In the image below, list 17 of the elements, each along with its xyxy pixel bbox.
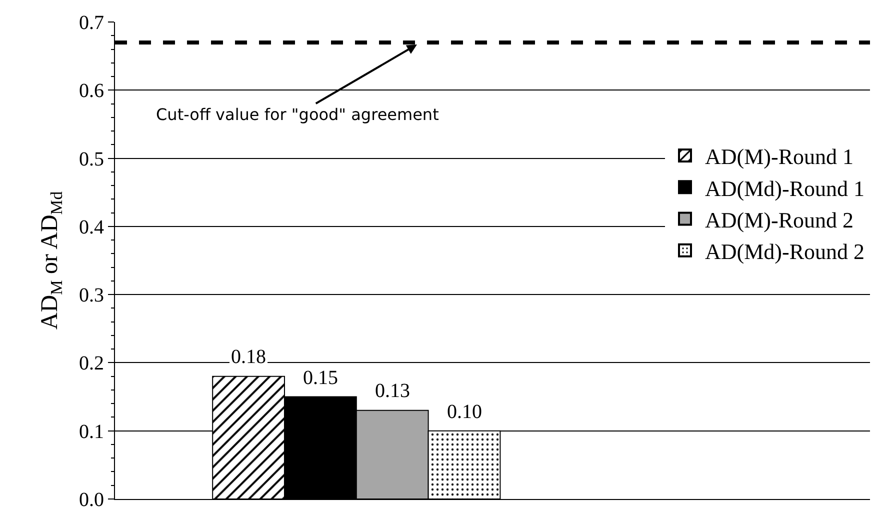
y-tick-label: 0.4 (79, 216, 104, 238)
legend-label: AD(Md)-Round 1 (705, 176, 864, 201)
data-label: 0.15 (303, 367, 338, 389)
data-label: 0.18 (231, 346, 266, 368)
y-tick-label: 0.1 (79, 420, 104, 443)
y-tick-label: 0.2 (79, 352, 104, 375)
data-label: 0.10 (447, 401, 482, 423)
legend-label: AD(M)-Round 2 (705, 207, 854, 232)
text: AD(M)-Round 1 (705, 144, 854, 170)
data-label: 0.13 (375, 380, 410, 402)
y-tick-label: 0.0 (79, 489, 104, 511)
y-tick-label: 0.5 (79, 148, 104, 170)
ref-line-label: Cut-off value for "good" agreement (156, 105, 439, 124)
y-tick-label: 0.7 (79, 12, 104, 34)
text: AD(Md)-Round 2 (705, 238, 864, 264)
y-tick-label: 0.3 (79, 284, 104, 307)
y-tick-label: 0.6 (79, 80, 104, 102)
